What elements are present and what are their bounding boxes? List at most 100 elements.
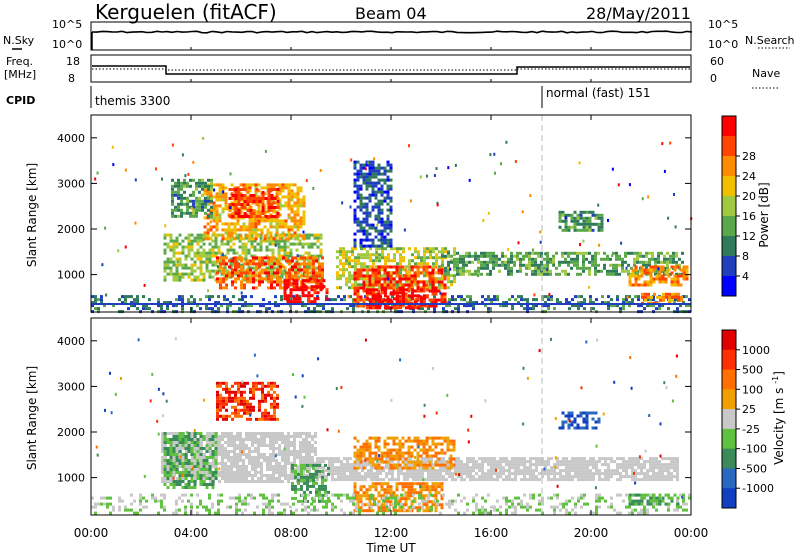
echo-cell [261, 259, 264, 262]
echo-cell [282, 189, 285, 192]
echo-cell [265, 197, 268, 200]
echo-cell [444, 287, 447, 290]
echo-cell [189, 194, 192, 197]
echo-cell [502, 472, 505, 475]
echo-cell [186, 197, 189, 200]
echo-cell [267, 256, 270, 259]
echo-cell [594, 261, 597, 264]
echo-cell [308, 450, 311, 453]
echo-cell [179, 273, 182, 276]
echo-cell [225, 277, 228, 280]
echo-cell [245, 432, 248, 435]
echo-cell [183, 212, 186, 215]
echo-cell [272, 477, 275, 480]
echo-cell [239, 435, 242, 438]
echo-cell [579, 243, 581, 246]
echo-cell [313, 307, 316, 310]
echo-cell [626, 267, 628, 270]
echo-cell [352, 475, 355, 478]
echo-cell [653, 281, 656, 284]
echo-cell [583, 217, 586, 220]
echo-cell [363, 275, 366, 278]
echo-cell [287, 453, 290, 456]
echo-cell [592, 475, 595, 478]
echo-cell [408, 294, 411, 297]
echo-cell [544, 463, 547, 466]
echo-cell [251, 465, 254, 468]
echo-cell [219, 280, 222, 283]
echo-cell [481, 466, 484, 469]
echo-cell [185, 267, 188, 270]
echo-cell [385, 466, 388, 469]
echo-cell [263, 438, 266, 441]
colorbar-swatch [722, 156, 736, 177]
echo-cell [505, 460, 508, 463]
echo-cell [255, 262, 258, 265]
echo-cell [305, 438, 308, 441]
echo-cell [447, 264, 450, 267]
echo-cell [241, 206, 244, 209]
echo-cell [206, 255, 209, 258]
echo-cell [432, 262, 435, 265]
echo-cell [474, 258, 477, 261]
echo-cell [437, 203, 439, 206]
echo-cell [390, 200, 393, 203]
echo-cell [677, 275, 680, 278]
echo-cell [294, 210, 297, 213]
echo-cell [345, 283, 348, 286]
echo-cell [550, 457, 553, 460]
echo-cell [567, 255, 570, 258]
echo-cell [457, 469, 460, 472]
echo-cell [525, 267, 528, 270]
echo-cell [475, 463, 478, 466]
echo-cell [564, 270, 567, 273]
echo-cell [381, 209, 384, 212]
echo-cell [142, 307, 145, 310]
echo-cell [636, 261, 639, 264]
echo-cell [282, 195, 285, 198]
echo-cell [288, 195, 291, 198]
echo-cell [206, 258, 209, 261]
echo-cell [269, 462, 272, 465]
echo-cell [537, 264, 540, 267]
echo-cell [204, 203, 207, 206]
echo-cell [375, 281, 378, 284]
echo-cell [224, 480, 227, 483]
echo-cell [484, 460, 487, 463]
echo-cell [281, 465, 284, 468]
echo-cell [255, 183, 258, 186]
echo-cell [480, 252, 483, 255]
echo-cell [253, 212, 256, 215]
echo-cell [278, 450, 281, 453]
echo-cell [588, 273, 591, 276]
echo-cell [565, 472, 568, 475]
echo-cell [441, 247, 444, 250]
echo-cell [601, 229, 604, 232]
echo-cell [170, 267, 173, 270]
echo-cell [252, 228, 255, 231]
echo-cell [282, 256, 285, 259]
echo-cell [426, 269, 429, 272]
echo-cell [529, 475, 532, 478]
echo-cell [279, 286, 282, 289]
noise-sky-line [92, 31, 692, 33]
echo-cell [246, 268, 249, 271]
echo-cell [237, 222, 240, 225]
echo-cell [272, 474, 275, 477]
echo-cell [276, 280, 279, 283]
freq-line [92, 66, 690, 74]
echo-cell [565, 223, 568, 226]
echo-cell [529, 307, 532, 310]
echo-cell [244, 197, 247, 200]
echo-cell [222, 280, 225, 283]
echo-cell [650, 272, 653, 275]
echo-cell [179, 264, 182, 267]
echo-cell [293, 432, 296, 435]
echo-cell [247, 215, 250, 218]
echo-cell [508, 460, 511, 463]
echo-cell [553, 478, 556, 481]
echo-cell [484, 475, 487, 478]
echo-cell [526, 307, 529, 310]
echo-cell [381, 274, 384, 277]
echo-cell [393, 297, 396, 300]
